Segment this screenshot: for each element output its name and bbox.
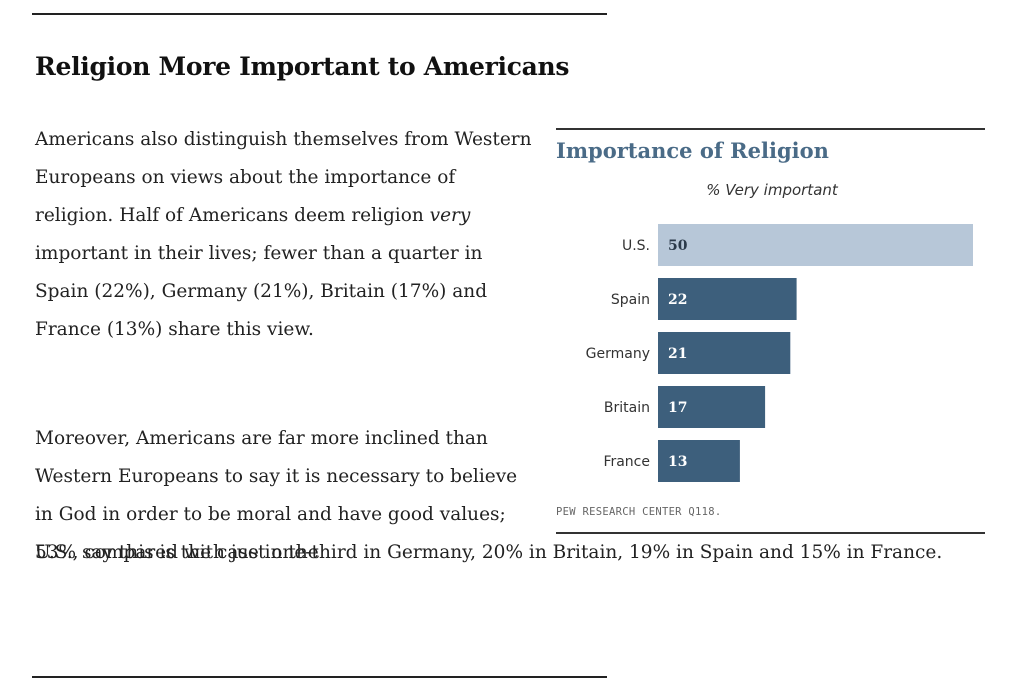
value-label: 21 [668,346,687,362]
value-label: 13 [668,454,687,470]
bar [658,440,740,482]
category-label: U.S. [622,238,650,254]
top-rule [32,13,607,15]
value-label: 50 [668,238,688,254]
paragraph-1-text-a: Americans also distinguish themselves fr… [35,129,532,226]
chart-bottom-rule [556,532,985,534]
paragraph-1-text-b: important in their lives; fewer than a q… [35,243,488,340]
paragraph-1-emphasis: very [429,205,471,226]
value-label: 22 [668,292,687,308]
bar [658,278,797,320]
chart-figure: Importance of Religion % Very important … [556,128,985,538]
bar [658,332,791,374]
bar [658,386,766,428]
bottom-rule [32,676,607,678]
category-label: Spain [611,292,650,308]
chart-subtitle: % Very important [706,181,838,199]
category-label: France [603,454,650,470]
value-label: 17 [668,400,687,416]
bar [658,224,973,266]
article-paragraph-1: Americans also distinguish themselves fr… [35,121,535,349]
chart-top-rule [556,128,985,130]
category-label: Germany [586,346,650,362]
article-headline: Religion More Important to Americans [35,52,570,81]
bar-chart: U.S. 50 Spain 22 Germany 21 Britain 17 France 13 [586,224,973,482]
chart-title: Importance of Religion [556,138,829,163]
chart-source: PEW RESEARCH CENTER Q118. [556,506,722,518]
category-label: Britain [604,400,650,416]
article-paragraph-2: Moreover, Americans are far more incline… [35,428,518,563]
article-paragraph-2-continued: U.S., compared with just one-third in Ge… [35,542,943,563]
